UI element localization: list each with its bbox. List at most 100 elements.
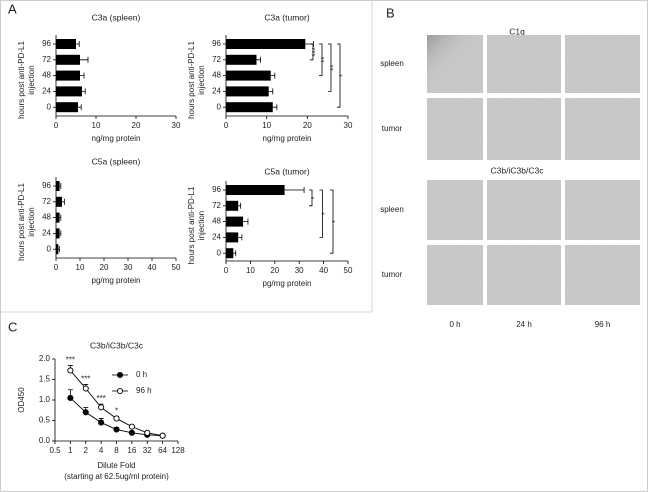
error-bar — [233, 250, 237, 257]
error-bar — [270, 72, 276, 79]
point — [82, 409, 89, 416]
error-bar — [59, 230, 62, 237]
error-bar — [58, 246, 60, 253]
x-tick-label: 20 — [303, 121, 312, 130]
micrograph-texture — [565, 35, 640, 93]
bar — [226, 54, 257, 65]
y-tick-label: 0 — [47, 102, 52, 111]
x-tick-label: 8 — [114, 446, 119, 455]
significance-label: ** — [320, 57, 329, 63]
point — [113, 426, 120, 433]
x-tick-label: 2 — [84, 446, 89, 455]
significance-label: * — [310, 196, 319, 199]
x-tick-label: 30 — [344, 121, 353, 130]
x-tick-label: 20 — [132, 121, 141, 130]
legend-marker — [116, 387, 124, 395]
x-tick-label: 32 — [143, 446, 152, 455]
point — [82, 385, 89, 392]
y-tick-label: 96 — [42, 39, 51, 48]
x-axis-note: (starting at 62.5ug/ml protein) — [64, 472, 169, 481]
x-axis-label: ng/mg protein — [92, 134, 141, 143]
x-tick-label: 16 — [127, 446, 136, 455]
y-tick-label: 1.0 — [39, 395, 51, 404]
row-label: tumor — [382, 270, 403, 279]
micrograph-texture — [427, 245, 483, 305]
bar — [56, 244, 59, 255]
micrograph-texture — [487, 245, 561, 305]
error-bar — [256, 56, 261, 63]
y-tick-label: 72 — [42, 197, 51, 206]
error-bar — [59, 183, 62, 189]
error-bar — [82, 88, 86, 95]
y-tick-label: 0 — [47, 244, 52, 253]
y-tick-label: 0 — [217, 248, 222, 257]
x-tick-label: 0 — [224, 121, 229, 130]
bar — [56, 181, 60, 191]
y-tick-label: 48 — [42, 213, 51, 222]
significance-label: *** — [96, 394, 105, 403]
x-tick-label: 4 — [99, 446, 104, 455]
x-tick-label: 50 — [172, 263, 181, 272]
error-bar — [78, 104, 82, 111]
column-label: 96 h — [595, 320, 611, 329]
bar — [56, 54, 80, 65]
error-bar — [80, 56, 89, 63]
error-bar — [80, 72, 85, 79]
y-tick-label: 72 — [212, 55, 221, 64]
x-tick-label: 10 — [92, 121, 101, 130]
significance-label: ** — [329, 65, 338, 71]
significance-label: * — [331, 220, 340, 223]
y-tick-label: 96 — [212, 39, 221, 48]
y-tick-label: 96 — [42, 181, 51, 190]
y-tick-label: 0 — [217, 102, 222, 111]
section-title: C1q — [509, 26, 525, 36]
x-tick-label: 40 — [148, 263, 157, 272]
significance-bracket — [328, 43, 332, 92]
bar — [226, 232, 239, 243]
bar — [56, 228, 60, 239]
y-tick-label: 24 — [42, 229, 51, 238]
bar — [56, 70, 80, 81]
bar — [226, 185, 285, 195]
x-tick-label: 1 — [68, 446, 73, 455]
micrograph-texture — [565, 98, 640, 160]
y-axis-label: OD450 — [17, 387, 26, 413]
point — [67, 394, 74, 402]
bar — [56, 102, 78, 113]
micrograph-texture — [427, 180, 483, 240]
x-tick-label: 30 — [172, 121, 181, 130]
x-tick-label: 10 — [262, 121, 271, 130]
legend-label: 0 h — [136, 370, 147, 379]
x-tick-label: 0 — [54, 263, 59, 272]
chart-title: C3a (tumor) — [264, 12, 310, 22]
chart-title: C5a (tumor) — [264, 166, 310, 176]
panel-label: C — [8, 319, 17, 334]
error-bar — [238, 202, 242, 209]
error-bar — [62, 198, 65, 205]
x-tick-label: 50 — [344, 266, 353, 275]
x-tick-label: 30 — [295, 266, 304, 275]
bar — [226, 39, 306, 49]
y-tick-label: 24 — [212, 233, 221, 242]
x-axis-label: ng/mg protein — [263, 134, 312, 143]
significance-bracket — [337, 43, 341, 108]
significance-label: * — [321, 212, 330, 215]
x-tick-label: 0.5 — [49, 446, 61, 455]
point — [113, 415, 120, 422]
point — [98, 404, 105, 411]
x-tick-label: 20 — [270, 266, 279, 275]
x-tick-label: 10 — [76, 263, 85, 272]
micrograph-texture — [487, 98, 561, 160]
y-axis-label: hours post anti-PD-L1 — [17, 183, 26, 261]
y-tick-label: 48 — [212, 71, 221, 80]
y-tick-label: 72 — [42, 55, 51, 64]
bar — [226, 200, 239, 211]
y-axis-label: injection — [197, 211, 206, 240]
y-tick-label: 2.0 — [39, 354, 51, 363]
significance-bracket — [319, 43, 323, 76]
micrograph-texture — [427, 98, 483, 160]
y-axis-label: hours post anti-PD-L1 — [17, 41, 26, 119]
y-axis-label: hours post anti-PD-L1 — [187, 186, 196, 264]
x-tick-label: 0 — [54, 121, 59, 130]
